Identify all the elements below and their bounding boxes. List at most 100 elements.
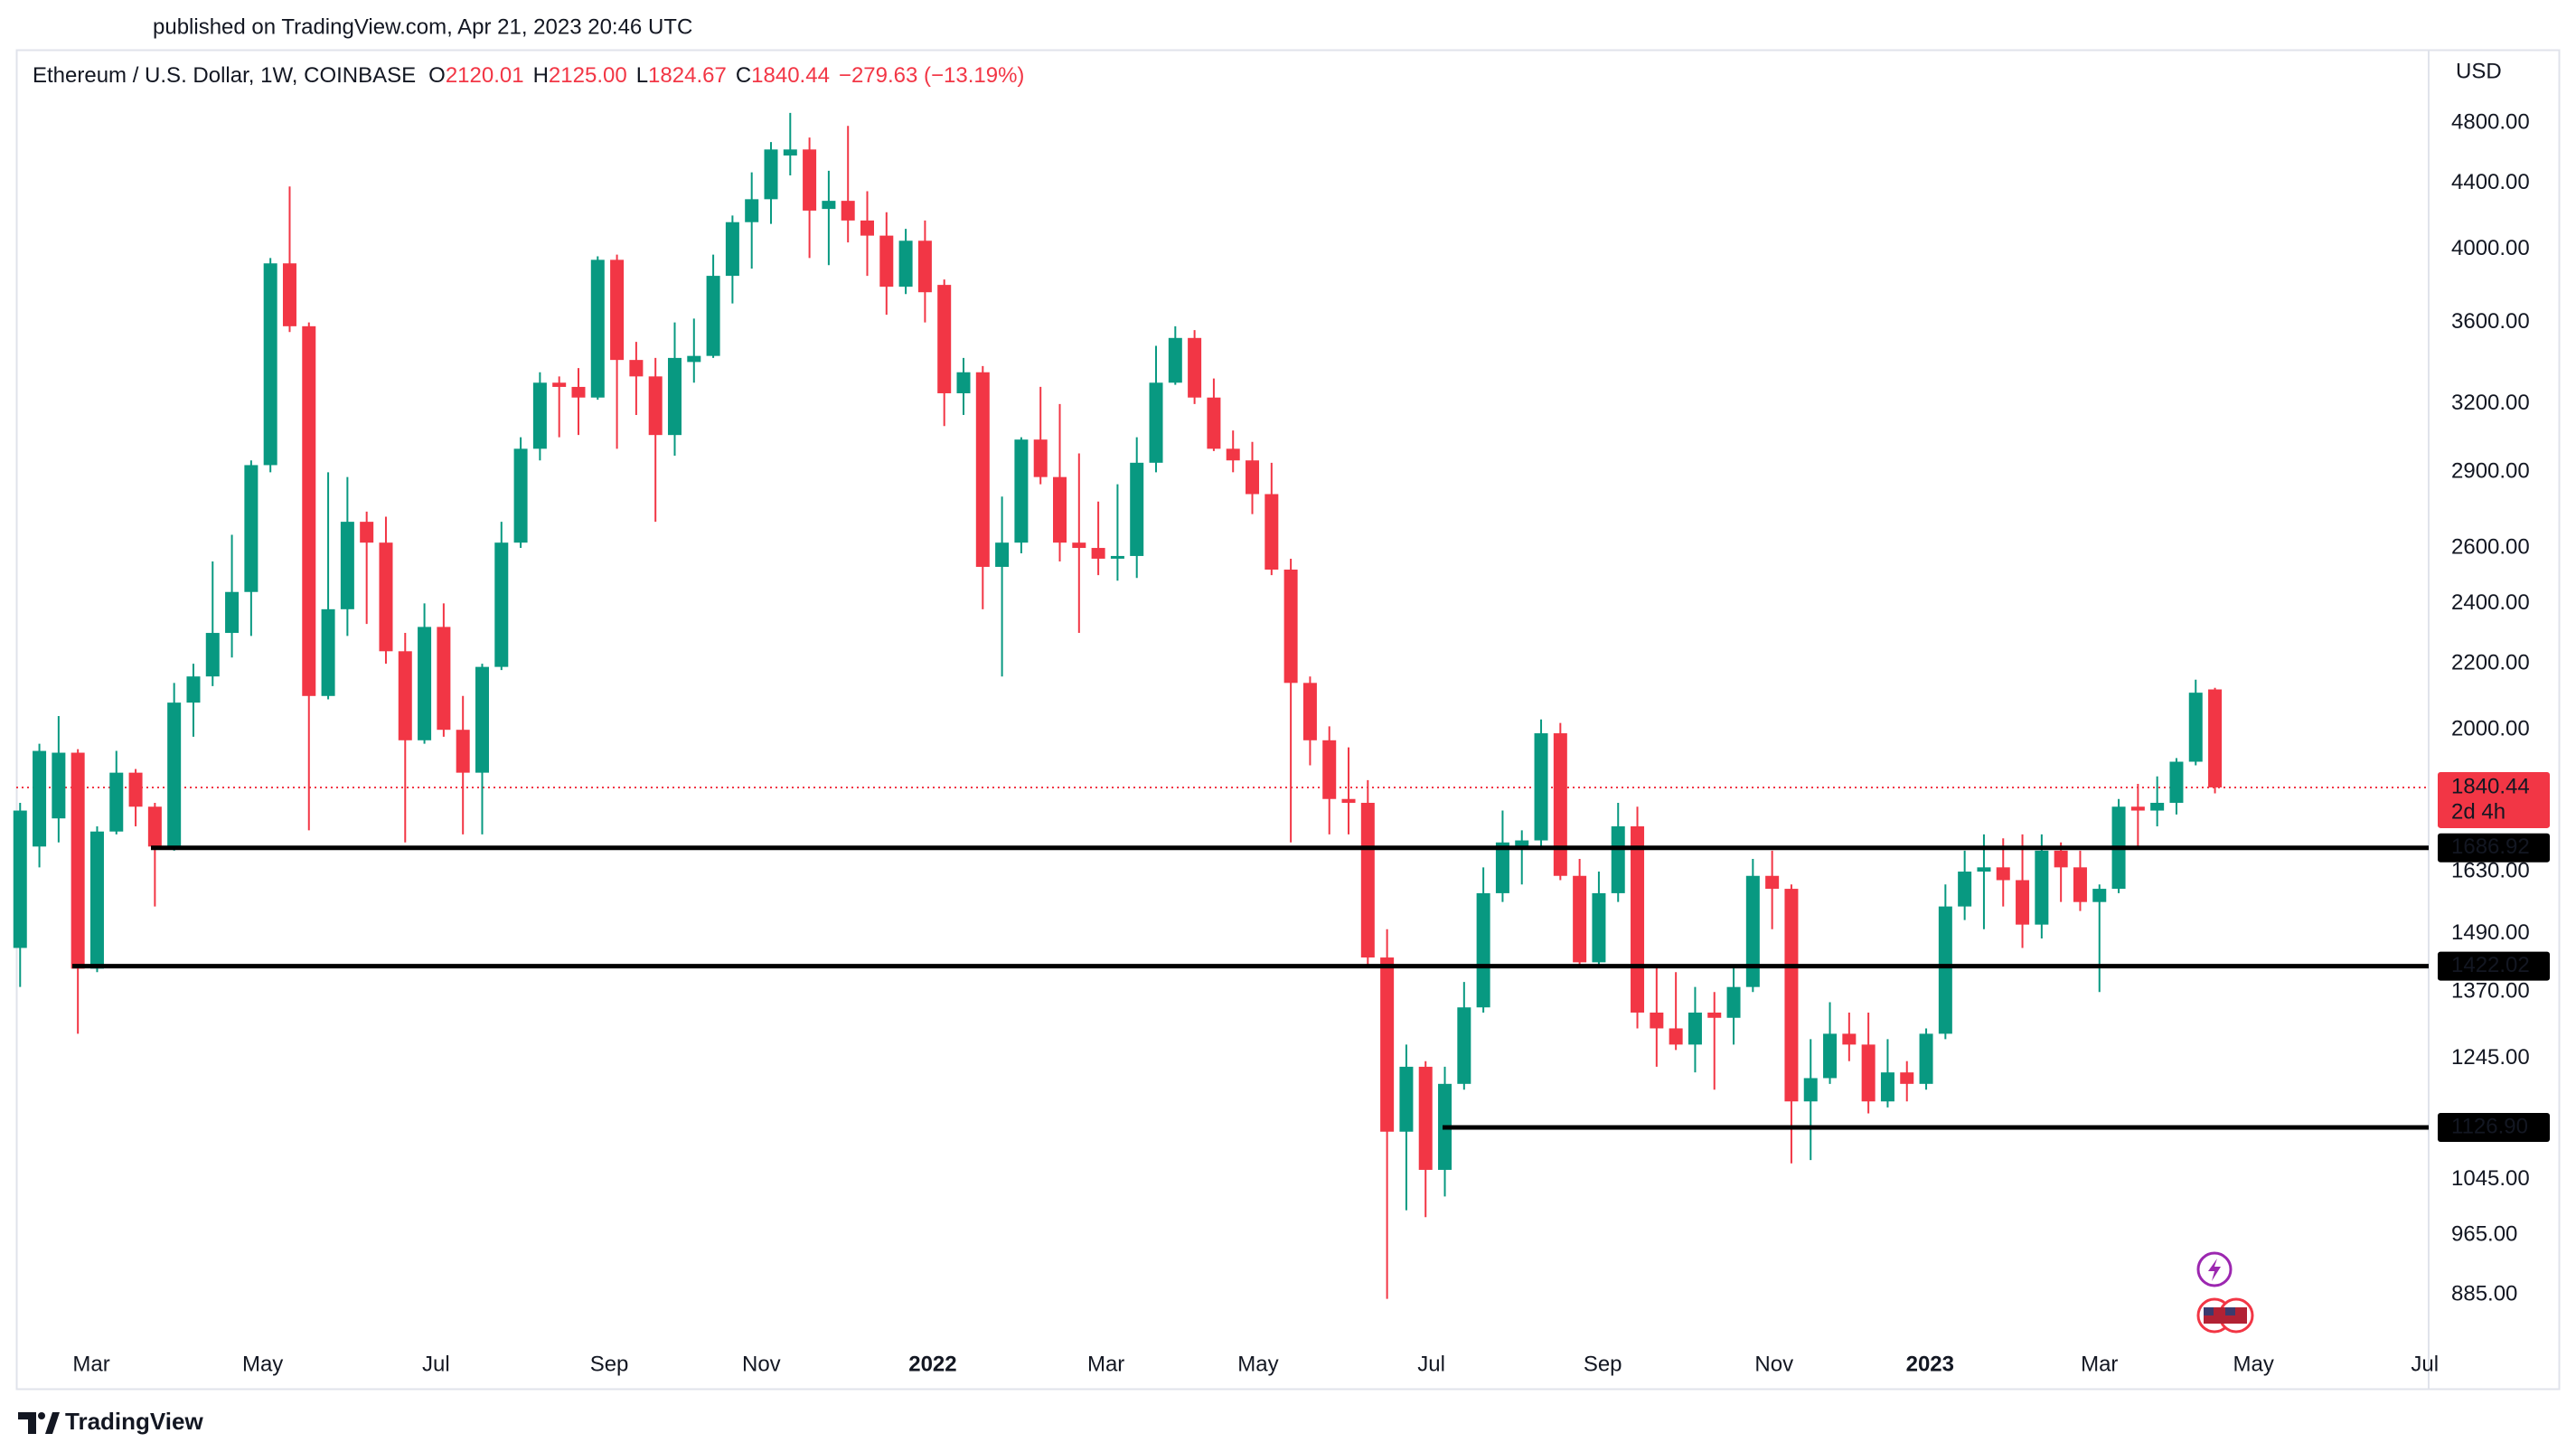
candle-body xyxy=(1726,986,1741,1018)
level-label-box xyxy=(2438,1113,2550,1143)
candle-body xyxy=(1765,875,1780,890)
y-tick-label: 1490.00 xyxy=(2451,920,2530,945)
candle-body xyxy=(2208,689,2223,787)
candle-body xyxy=(956,372,971,393)
legend-value: 2125.00 xyxy=(549,63,627,88)
candle-body xyxy=(706,276,720,356)
candle-body xyxy=(1631,825,1645,1013)
legend-change: −279.63 (−13.19%) xyxy=(839,63,1025,88)
candle-body xyxy=(1476,892,1490,1008)
candle-body xyxy=(109,772,124,832)
x-tick-label: Jul xyxy=(1417,1352,1445,1376)
candle-body xyxy=(2130,806,2145,811)
logo-mark xyxy=(38,1412,45,1419)
candle-body xyxy=(225,591,240,634)
logo-mark xyxy=(18,1412,36,1434)
candle-body xyxy=(494,542,509,667)
y-tick-label: 2000.00 xyxy=(2451,717,2530,741)
candle-body xyxy=(2150,802,2165,811)
candle-body xyxy=(1880,1072,1894,1102)
y-tick-label: 4400.00 xyxy=(2451,170,2530,194)
level-label: 1422.02 xyxy=(2451,953,2530,977)
candle-body xyxy=(186,676,201,703)
candle-body xyxy=(1534,733,1548,841)
candle-body xyxy=(1919,1033,1933,1084)
candle-body xyxy=(860,220,874,236)
plot-area xyxy=(13,112,2429,1299)
candle-body xyxy=(1745,875,1760,987)
candle-body xyxy=(33,750,47,847)
candle-body xyxy=(2073,867,2087,902)
candle-body xyxy=(532,382,547,449)
candle-body xyxy=(282,263,296,326)
candle-body xyxy=(418,627,432,740)
candle-body xyxy=(147,806,162,847)
candle-body xyxy=(1495,842,1509,893)
candle-body xyxy=(379,542,393,652)
flag-glyph xyxy=(2204,1307,2214,1315)
current-price-label: 1840.44 xyxy=(2451,774,2530,798)
y-tick-label: 1630.00 xyxy=(2451,858,2530,882)
candle-body xyxy=(975,372,990,567)
candle-body xyxy=(1091,548,1105,559)
candle-body xyxy=(1110,555,1124,559)
candle-body xyxy=(590,259,605,398)
candle-body xyxy=(1650,1012,1664,1029)
candle-body xyxy=(167,702,182,847)
candle-body xyxy=(648,376,663,436)
candle-body xyxy=(2092,889,2107,902)
candle-body xyxy=(1207,397,1221,449)
candle-body xyxy=(1958,872,1972,907)
candle-body xyxy=(1053,476,1067,543)
candle-body xyxy=(571,386,586,398)
y-tick-label: 3600.00 xyxy=(2451,309,2530,334)
x-tick-label: Mar xyxy=(2081,1352,2118,1376)
logo-mark xyxy=(45,1412,60,1434)
candle-body xyxy=(1707,1012,1722,1018)
x-tick-label: Mar xyxy=(72,1352,109,1376)
candle-body xyxy=(1515,840,1529,847)
brand-name: TradingView xyxy=(65,1408,203,1435)
candle-body xyxy=(1264,494,1279,570)
candle-body xyxy=(475,666,489,773)
candle-body xyxy=(1226,448,1240,461)
x-tick-label: Mar xyxy=(1087,1352,1124,1376)
candle-body xyxy=(1322,740,1337,799)
candle-body xyxy=(687,355,701,363)
candle-body xyxy=(1457,1007,1471,1084)
y-tick-label: 885.00 xyxy=(2451,1282,2517,1306)
candle-body xyxy=(1553,733,1567,876)
candle-body xyxy=(917,240,932,293)
event-icons xyxy=(2196,1251,2254,1334)
candle-body xyxy=(321,608,335,696)
symbol-title: Ethereum / U.S. Dollar, 1W, COINBASE xyxy=(33,63,416,88)
candle-body xyxy=(1246,460,1260,495)
candle-body xyxy=(822,201,836,210)
candle-body xyxy=(1688,1012,1702,1045)
x-tick-label: 2023 xyxy=(1906,1352,1954,1376)
flag-glyph xyxy=(2225,1307,2235,1315)
y-tick-label: 4800.00 xyxy=(2451,109,2530,134)
candle-body xyxy=(1341,798,1356,803)
y-tick-label: 1045.00 xyxy=(2451,1166,2530,1191)
x-tick-label: Sep xyxy=(590,1352,629,1376)
candle-body xyxy=(1283,570,1298,684)
candle-body xyxy=(745,199,759,222)
candle-body xyxy=(764,149,778,200)
candle-body xyxy=(244,465,259,592)
candle-body xyxy=(1842,1033,1857,1045)
candle-body xyxy=(1900,1072,1914,1084)
candle-body xyxy=(1418,1066,1433,1170)
y-axis-unit: USD xyxy=(2456,59,2502,83)
chart-frame xyxy=(15,49,2561,1391)
brand-logo xyxy=(18,1412,60,1434)
y-tick-label: 2600.00 xyxy=(2451,534,2530,559)
candle-body xyxy=(552,382,567,387)
candle-body xyxy=(1130,462,1144,556)
candle-body xyxy=(205,633,220,677)
candle-body xyxy=(1611,825,1625,893)
candle-body xyxy=(263,263,277,466)
x-tick-label: May xyxy=(242,1352,283,1376)
